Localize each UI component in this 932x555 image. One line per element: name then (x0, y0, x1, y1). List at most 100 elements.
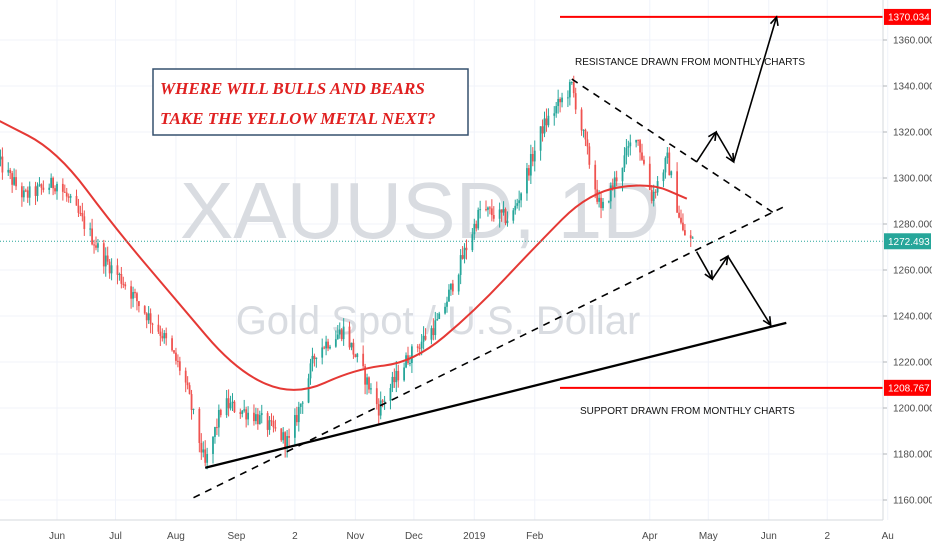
candle-body (1, 156, 4, 173)
candle-body (63, 191, 66, 193)
candle-body (502, 209, 505, 213)
candle-body (652, 191, 655, 201)
candle-body (266, 413, 269, 430)
candle-body (188, 385, 191, 395)
candle-body (116, 265, 119, 275)
candle-body (409, 363, 411, 365)
candle-body (77, 205, 80, 213)
candle-body (350, 342, 353, 348)
candle-body (568, 82, 571, 98)
candle-body (9, 169, 12, 174)
watermark-symbol: XAUUSD, 1D (180, 166, 660, 255)
candle-body (451, 283, 454, 292)
candle-body (389, 388, 392, 401)
candle-body (403, 367, 405, 381)
candle-body (348, 326, 351, 348)
support-price-label: 1208.767 (888, 383, 930, 394)
candle-body (315, 357, 318, 360)
candle-body (136, 293, 138, 302)
candle-body (233, 401, 236, 413)
candle-body (368, 377, 370, 390)
candle-body (253, 412, 255, 422)
y-tick-label: 1240.000 (893, 312, 932, 323)
candle-body (130, 286, 132, 299)
watermark-description: Gold Spot / U.S. Dollar (236, 299, 641, 343)
candle-body (461, 255, 464, 259)
candle-body (547, 115, 550, 126)
candle-body (204, 449, 207, 463)
candle-body (375, 388, 378, 405)
candle-body (104, 255, 107, 267)
candle-body (122, 283, 125, 285)
candle-body (680, 217, 682, 223)
candle-body (124, 284, 127, 287)
candle-body (678, 212, 680, 218)
y-tick-label: 1280.000 (893, 220, 932, 231)
candle-body (280, 428, 283, 441)
candle-body (596, 189, 599, 202)
candle-body (258, 415, 261, 425)
candle-body (149, 313, 152, 324)
candle-body (69, 195, 72, 198)
candle-body (492, 215, 495, 219)
candle-body (159, 331, 162, 336)
candle-body (561, 97, 563, 103)
candle-body (570, 81, 573, 83)
candle-body (108, 261, 111, 274)
candle-body (352, 342, 355, 355)
current-price-badge (884, 233, 931, 250)
candle-body (463, 247, 466, 259)
candle-body (227, 398, 230, 409)
candle-body (666, 152, 669, 159)
candle-body (217, 409, 220, 428)
candle-body (95, 245, 97, 248)
candle-body (362, 353, 365, 367)
candle-body (684, 230, 686, 236)
candle-body (338, 329, 341, 335)
candle-body (206, 454, 209, 463)
candle-body (307, 378, 310, 403)
candle-body (288, 436, 290, 438)
candle-body (81, 213, 84, 217)
candle-body (28, 186, 31, 198)
candle-body (329, 346, 331, 349)
candle-body (598, 197, 600, 202)
x-tick-label: Jun (761, 531, 777, 542)
candle-body (405, 355, 407, 368)
candle-body (190, 394, 193, 410)
y-tick-label: 1220.000 (893, 358, 932, 369)
candle-body (434, 320, 437, 336)
candle-body (336, 334, 339, 340)
candle-body (177, 360, 179, 362)
candle-body (89, 228, 92, 230)
candle-body (650, 189, 653, 201)
candle-body (7, 169, 10, 173)
candle-body (110, 265, 113, 274)
candle-body (301, 402, 304, 404)
x-tick-label: Jun (49, 531, 65, 542)
candle-body (225, 398, 228, 416)
candle-body (490, 208, 493, 216)
candle-body (52, 177, 54, 189)
candle-body (432, 328, 435, 336)
candle-body (416, 346, 419, 348)
y-tick-label: 1380.000 (893, 0, 932, 1)
candle-body (83, 216, 86, 229)
time-axis-labels: Jun Jul Aug Sep 2 Nov Dec 2019 Feb Apr May Jun 2 Au (49, 531, 894, 542)
candle-body (134, 292, 136, 294)
candle-body (459, 255, 462, 275)
candle-body (504, 209, 507, 224)
x-tick-label: Dec (405, 531, 423, 542)
candle-body (602, 201, 604, 209)
candle-body (381, 400, 384, 402)
candle-body (457, 274, 460, 292)
candle-body (34, 186, 37, 196)
candle-body (670, 171, 673, 176)
candle-body (664, 158, 667, 173)
candle-body (311, 355, 314, 364)
candle-body (377, 404, 380, 416)
candle-body (91, 228, 93, 245)
candle-body (567, 97, 569, 99)
candle-body (11, 173, 14, 185)
candle-body (36, 185, 39, 196)
